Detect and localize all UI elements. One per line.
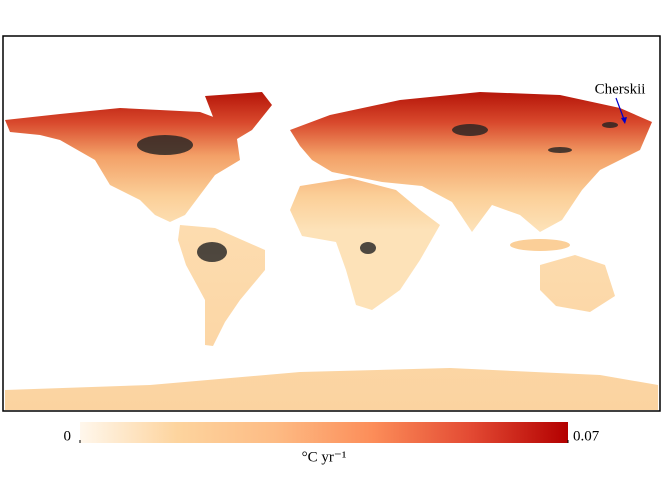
patch [602, 122, 618, 128]
greenland [205, 92, 272, 142]
australia [540, 255, 615, 312]
patch [360, 242, 376, 254]
patch [548, 147, 572, 153]
north-america [5, 108, 240, 222]
arrow-head [621, 117, 627, 124]
patch [452, 124, 488, 136]
colorbar-label: °C yr⁻¹ [302, 449, 347, 465]
annotation: Cherskii [595, 81, 646, 97]
dark-patches [137, 122, 618, 262]
eurasia [290, 92, 652, 232]
colorbar-tick-label: 0.07 [573, 428, 600, 444]
indonesia [510, 239, 570, 251]
patch [137, 135, 193, 155]
colorbar-tick-label: 0 [64, 428, 72, 444]
antarctica [5, 368, 658, 410]
patch [197, 242, 227, 262]
colorbar [80, 422, 568, 443]
land [5, 92, 658, 410]
